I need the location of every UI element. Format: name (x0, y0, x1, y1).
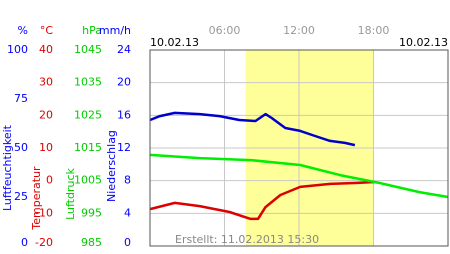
y-tick-label: 30 (39, 76, 53, 89)
data-line (149, 180, 375, 221)
y-tick-label: 0 (124, 236, 131, 249)
y-tick-label: 24 (117, 43, 131, 56)
plot-border (149, 49, 449, 247)
y-tick-label: -10 (35, 206, 53, 219)
date-left: 10.02.13 (150, 36, 199, 49)
axis-unit: hPa (82, 24, 102, 37)
date-right: 10.02.13 (399, 36, 448, 49)
data-line (149, 153, 449, 199)
y-tick-label: 50 (14, 141, 28, 154)
y-tick-label: 4 (124, 206, 131, 219)
y-tick-label: 20 (117, 76, 131, 89)
axis-unit: °C (40, 24, 54, 37)
x-tick-label: 12:00 (283, 24, 315, 37)
data-line (149, 111, 356, 147)
created-note: Erstellt: 11.02.2013 15:30 (175, 233, 319, 246)
y-tick-label: 1015 (74, 141, 102, 154)
y-tick-label: 10 (39, 141, 53, 154)
y-tick-label: 1035 (74, 76, 102, 89)
y-tick-label: 25 (14, 190, 28, 203)
y-tick-label: 1005 (74, 174, 102, 187)
y-tick-label: 40 (39, 43, 53, 56)
y-tick-label: 12 (117, 141, 131, 154)
x-tick-label: 06:00 (209, 24, 241, 37)
axis-unit: % (18, 24, 28, 37)
y-tick-label: -20 (35, 236, 53, 249)
axis-title: Luftfeuchtigkeit (1, 124, 14, 211)
y-tick-label: 20 (39, 108, 53, 121)
y-tick-label: 0 (46, 174, 53, 187)
y-tick-label: 985 (81, 236, 102, 249)
axis-unit: mm/h (99, 24, 131, 37)
y-tick-label: 16 (117, 108, 131, 121)
y-tick-label: 75 (14, 92, 28, 105)
axis-title: Niederschlag (105, 130, 118, 202)
axis-title: Luftdruck (64, 167, 77, 219)
y-tick-label: 100 (7, 43, 28, 56)
y-tick-label: 8 (124, 174, 131, 187)
y-tick-label: 0 (21, 236, 28, 249)
axis-title: Temperatur (30, 166, 43, 231)
y-tick-label: 995 (81, 206, 102, 219)
y-tick-label: 1025 (74, 108, 102, 121)
y-tick-label: 1045 (74, 43, 102, 56)
x-tick-label: 18:00 (358, 24, 390, 37)
